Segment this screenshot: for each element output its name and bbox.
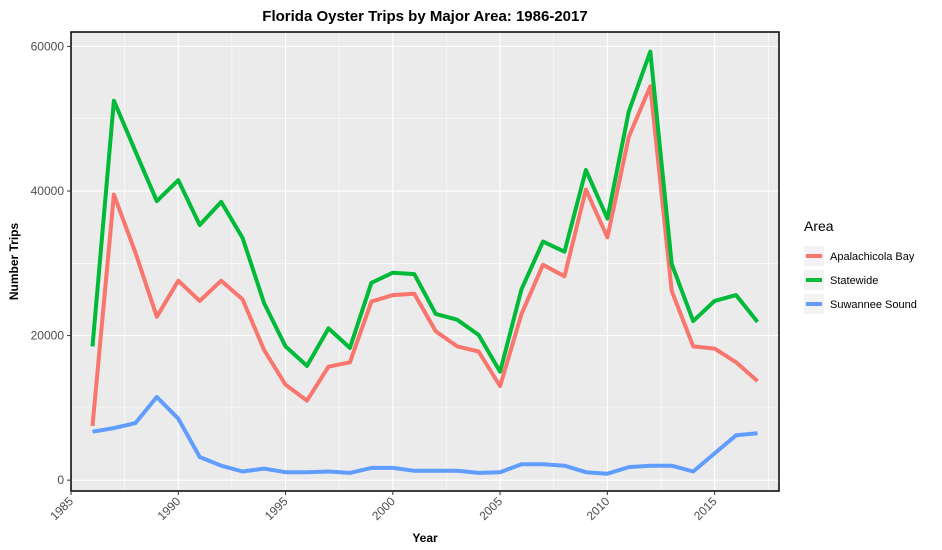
plot-border — [70, 31, 780, 492]
legend: Area Apalachicola Bay Statewide Suwannee S… — [804, 218, 917, 314]
legend-title: Area — [804, 218, 834, 234]
y-axis: 0 20000 40000 60000 — [31, 39, 71, 487]
y-tick-label: 0 — [57, 473, 64, 487]
series-line-statewide — [90, 49, 760, 374]
x-tick-label: 2000 — [369, 494, 398, 523]
y-tick-label: 20000 — [31, 329, 65, 343]
chart-title: Florida Oyster Trips by Major Area: 1986… — [262, 8, 587, 25]
legend-label: Statewide — [830, 275, 878, 287]
x-tick-label: 2015 — [691, 494, 720, 523]
x-axis: 1985 1990 1995 2000 2005 2010 2015 — [47, 491, 720, 523]
x-tick-label: 1985 — [47, 494, 76, 523]
minor-gridlines — [71, 32, 779, 491]
series-line-apalachicola-bay — [90, 84, 759, 427]
legend-label: Suwannee Sound — [830, 299, 917, 311]
series-line-suwannee-sound — [92, 395, 758, 476]
x-tick-label: 1990 — [155, 494, 184, 523]
x-tick-label: 2010 — [584, 494, 613, 523]
y-axis-title: Number Trips — [7, 223, 21, 301]
x-tick-label: 2005 — [476, 494, 505, 523]
y-tick-label: 60000 — [31, 39, 65, 53]
series-lines — [90, 49, 760, 476]
x-axis-title: Year — [412, 531, 438, 545]
y-tick-label: 40000 — [31, 184, 65, 198]
x-tick-label: 1995 — [262, 494, 291, 523]
legend-label: Apalachicola Bay — [830, 251, 915, 263]
